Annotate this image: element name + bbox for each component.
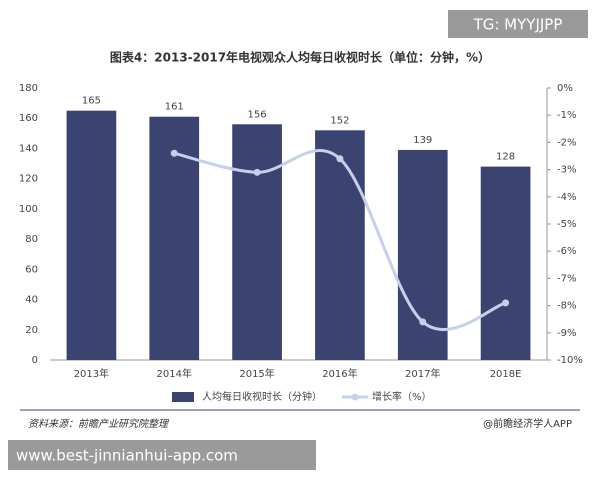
credit: @前瞻经济学人APP (483, 417, 572, 430)
y-tick-label: 80 (25, 234, 38, 245)
y-tick-label: 140 (19, 143, 38, 154)
bar (232, 124, 282, 361)
line-point (253, 168, 261, 176)
value-label: 152 (330, 115, 349, 126)
y-tick-label: 100 (19, 204, 38, 215)
y2-tick-label: -1% (557, 110, 576, 121)
bar (315, 130, 365, 360)
x-tick-label: 2013年 (74, 367, 109, 380)
legend-swatch-point (351, 393, 359, 401)
source: 资料来源：前瞻产业研究院整理 (28, 418, 170, 430)
y2-tick-label: -4% (557, 192, 576, 203)
y-tick-label: 60 (25, 264, 38, 275)
line-point (170, 149, 178, 157)
y-tick-label: 20 (25, 325, 38, 336)
y-tick-label: 40 (25, 295, 38, 306)
y2-tick-label: -5% (557, 219, 576, 230)
value-label: 165 (82, 96, 101, 107)
chart-title: 图表4：2013-2017年电视观众人均每日收视时长（单位：分钟，%） (110, 50, 490, 65)
y-tick-label: 0 (32, 355, 38, 366)
y-tick-label: 160 (19, 113, 38, 124)
y2-tick-label: -8% (557, 301, 576, 312)
value-label: 156 (248, 109, 267, 120)
y2-tick-label: -2% (557, 137, 576, 148)
legend-label: 增长率（%） (372, 390, 432, 403)
x-tick-label: 2018E (490, 369, 522, 380)
y2-tick-label: -7% (557, 273, 576, 284)
x-tick-label: 2014年 (157, 367, 192, 380)
bar (66, 110, 117, 361)
footer-box (8, 440, 316, 470)
line-point (502, 299, 510, 307)
bar (480, 166, 531, 360)
value-label: 128 (496, 152, 515, 163)
y2-tick-label: -10% (557, 355, 583, 366)
value-label: 161 (165, 102, 184, 113)
x-tick-label: 2015年 (239, 367, 274, 380)
y2-tick-label: -3% (557, 165, 576, 176)
legend-swatch (172, 392, 194, 402)
watermark-box (448, 10, 588, 38)
watermark: TG: MYYJJPP (473, 16, 563, 34)
y2-tick-label: -6% (557, 246, 576, 257)
y2-tick-label: 0% (557, 83, 573, 94)
x-tick-label: 2016年 (322, 367, 357, 380)
y-tick-label: 180 (19, 83, 38, 94)
y-tick-label: 120 (19, 174, 38, 185)
line-point (336, 155, 344, 163)
y2-tick-label: -9% (557, 328, 576, 339)
x-tick-label: 2017年 (405, 367, 440, 380)
legend-label: 人均每日收视时长（分钟） (202, 390, 322, 403)
line-point (419, 318, 427, 326)
line (173, 149, 507, 331)
value-label: 139 (413, 135, 432, 146)
footer-url: www.best-jinnianhui-app.com (16, 447, 238, 465)
